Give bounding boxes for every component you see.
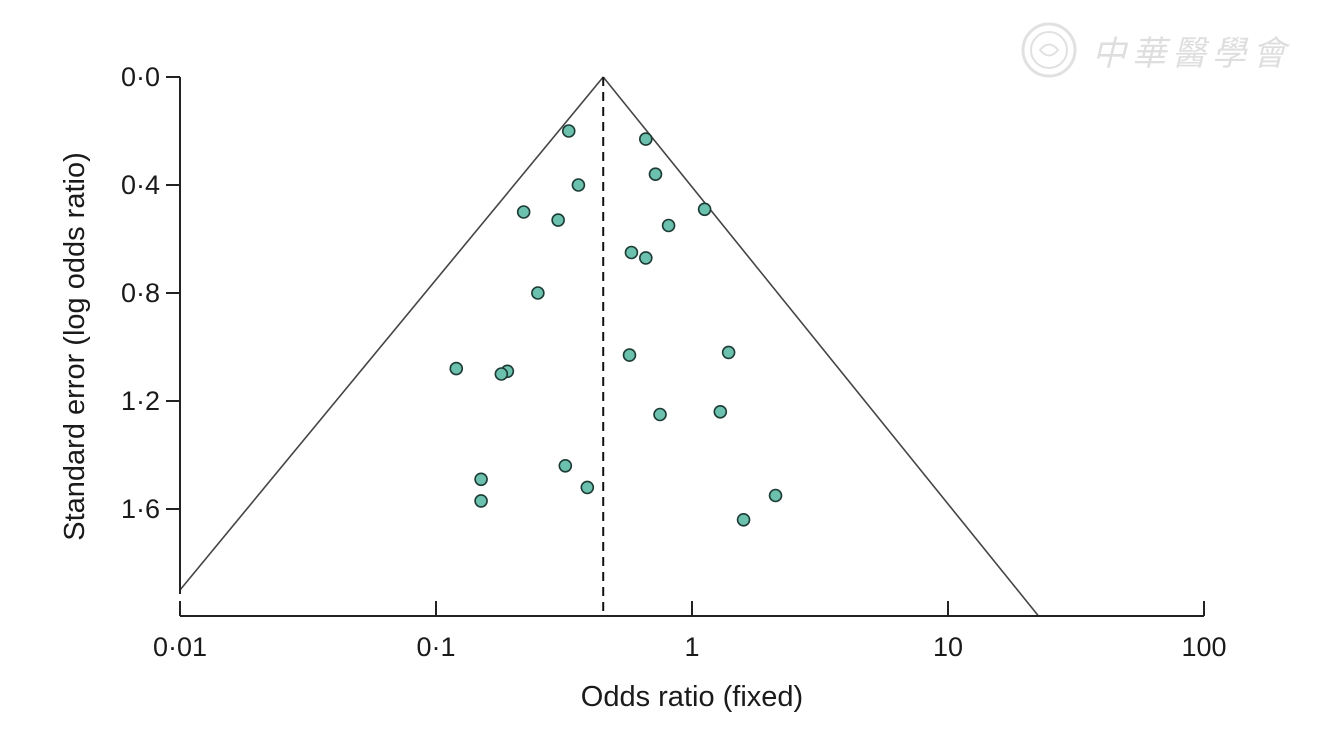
data-point <box>697 202 712 217</box>
data-point <box>639 132 653 146</box>
data-point <box>580 480 595 495</box>
y-tick-label: 0·4 <box>121 170 160 200</box>
y-tick-label: 0·8 <box>121 278 160 308</box>
y-tick-label: 1·2 <box>121 386 160 416</box>
axes-layer: 0·0 0·4 0·8 1·2 1·6 0·01 0·1 1 10 100 <box>121 62 1227 662</box>
data-point <box>721 345 736 360</box>
data-point <box>474 472 488 487</box>
seal-icon <box>1021 22 1077 78</box>
funnel-left-line <box>179 76 604 591</box>
points-layer <box>449 124 783 527</box>
x-axis-label: Odds ratio (fixed) <box>581 681 803 713</box>
data-point <box>653 407 667 422</box>
y-axis-label: Standard error (log odds ratio) <box>59 152 91 540</box>
data-point <box>768 488 783 503</box>
data-point <box>561 124 576 138</box>
data-point <box>558 458 573 473</box>
data-point <box>531 286 545 300</box>
y-tick-label: 1·6 <box>121 494 160 524</box>
data-point <box>713 404 728 419</box>
x-tick-label: 1 <box>684 632 699 662</box>
data-point <box>516 205 531 219</box>
funnel-layer <box>179 76 1040 617</box>
watermark: 中華醫學會 <box>1020 18 1320 82</box>
x-tick-label: 10 <box>933 632 963 662</box>
data-point <box>449 361 464 376</box>
data-point <box>648 167 663 181</box>
data-point <box>661 218 676 233</box>
data-point <box>624 245 639 260</box>
data-point <box>736 512 751 527</box>
data-point <box>494 367 509 381</box>
funnel-right-line <box>602 76 1040 617</box>
data-point <box>474 494 488 508</box>
y-tick-label: 0·0 <box>121 62 160 92</box>
data-point <box>639 251 653 265</box>
data-point <box>571 178 586 192</box>
x-tick-label: 0·01 <box>153 632 207 662</box>
watermark-text: 中華醫學會 <box>1092 33 1292 74</box>
x-tick-label: 100 <box>1181 632 1226 662</box>
x-tick-label: 0·1 <box>416 632 455 662</box>
data-point <box>551 213 565 227</box>
data-point <box>622 348 637 362</box>
